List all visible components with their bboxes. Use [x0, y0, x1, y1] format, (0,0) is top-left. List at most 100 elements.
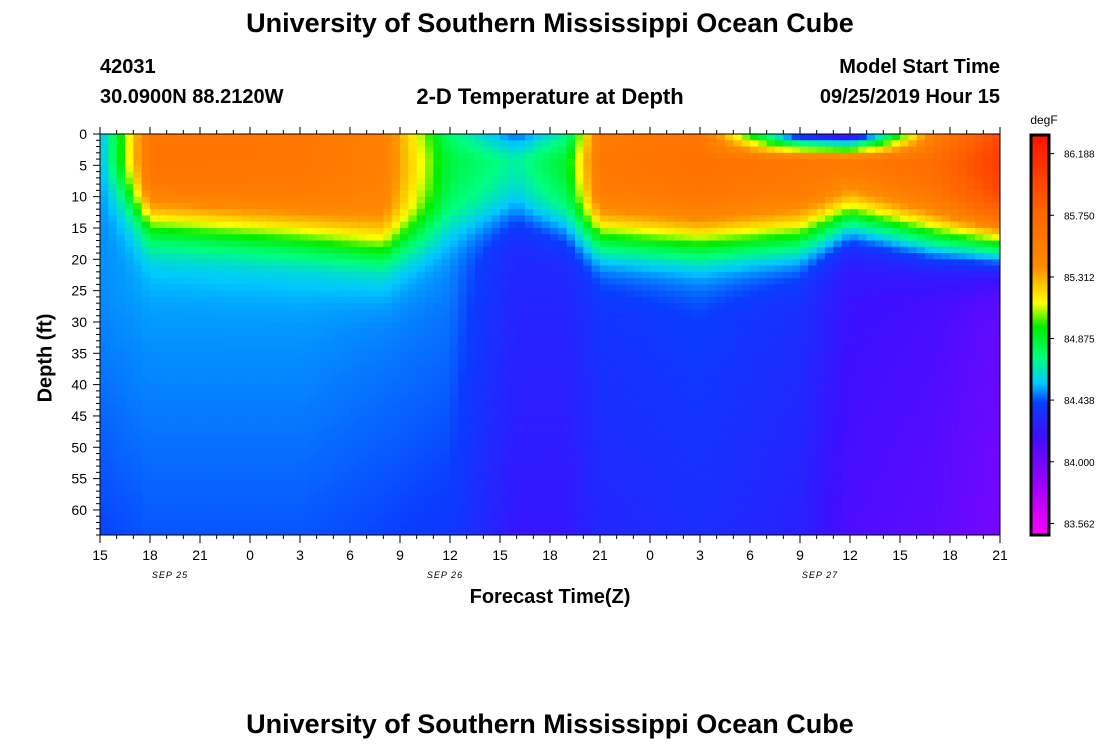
heatmap-cell: [150, 265, 159, 273]
heatmap-cell: [525, 171, 534, 179]
heatmap-cell: [525, 278, 534, 285]
heatmap-cell: [658, 165, 668, 173]
heatmap-cell: [441, 321, 451, 329]
heatmap-cell: [533, 152, 543, 160]
heatmap-cell: [200, 409, 209, 417]
heatmap-cell: [591, 196, 601, 204]
heatmap-cell: [208, 447, 218, 455]
heatmap-cell: [483, 140, 493, 148]
heatmap-cell: [458, 284, 468, 292]
heatmap-cell: [316, 447, 326, 455]
heatmap-cell: [166, 503, 176, 511]
heatmap-cell: [366, 246, 376, 254]
heatmap-cell: [191, 503, 201, 511]
heatmap-cell: [483, 315, 493, 323]
heatmap-cell: [183, 321, 193, 329]
heatmap-cell: [700, 284, 709, 292]
heatmap-cell: [375, 447, 384, 455]
heatmap-cell: [316, 171, 326, 179]
heatmap-cell: [325, 184, 334, 191]
heatmap-cell: [550, 271, 559, 279]
heatmap-cell: [250, 441, 259, 448]
heatmap-cell: [583, 422, 593, 430]
heatmap-cell: [608, 365, 618, 373]
heatmap-cell: [650, 497, 659, 505]
heatmap-cell: [325, 303, 334, 311]
heatmap-cell: [666, 253, 676, 260]
heatmap-cell: [691, 334, 701, 342]
heatmap-cell: [641, 234, 651, 242]
heatmap-cell: [300, 347, 309, 354]
heatmap-cell: [366, 240, 376, 248]
heatmap-cell: [516, 315, 526, 323]
heatmap-cell: [550, 428, 559, 436]
heatmap-cell: [416, 359, 426, 367]
heatmap-cell: [658, 321, 668, 329]
heatmap-cell: [175, 459, 184, 467]
heatmap-cell: [483, 246, 493, 254]
heatmap-cell: [466, 403, 476, 411]
heatmap-cell: [158, 334, 168, 342]
heatmap-cell: [666, 491, 676, 499]
heatmap-cell: [475, 472, 484, 480]
heatmap-cell: [491, 328, 501, 336]
heatmap-cell: [191, 265, 201, 273]
heatmap-cell: [225, 177, 234, 185]
heatmap-cell: [175, 278, 184, 285]
heatmap-cell: [258, 253, 268, 260]
heatmap-cell: [733, 491, 743, 499]
heatmap-cell: [508, 340, 518, 348]
heatmap-cell: [425, 503, 434, 511]
heatmap-cell: [208, 347, 218, 354]
heatmap-cell: [125, 227, 134, 235]
heatmap-cell: [225, 503, 234, 511]
heatmap-cell: [133, 334, 143, 342]
heatmap-cell: [466, 146, 476, 154]
heatmap-cell: [525, 271, 534, 279]
heatmap-cell: [600, 234, 609, 242]
heatmap-cell: [250, 459, 259, 467]
heatmap-cell: [541, 177, 551, 185]
heatmap-cell: [741, 390, 751, 398]
heatmap-cell: [716, 159, 726, 166]
heatmap-cell: [483, 390, 493, 398]
heatmap-cell: [458, 152, 468, 160]
heatmap-cell: [700, 215, 709, 223]
heatmap-cell: [241, 165, 251, 173]
heatmap-cell: [625, 415, 634, 423]
heatmap-cell: [650, 259, 659, 267]
heatmap-cell: [325, 278, 334, 285]
heatmap-cell: [483, 171, 493, 179]
heatmap-cell: [458, 202, 468, 210]
heatmap-cell: [225, 528, 234, 535]
heatmap-cell: [700, 240, 709, 248]
heatmap-cell: [583, 296, 593, 304]
heatmap-cell: [650, 159, 659, 166]
heatmap-cell: [583, 478, 593, 486]
heatmap-cell: [433, 491, 443, 499]
heatmap-cell: [116, 353, 126, 361]
heatmap-cell: [533, 340, 543, 348]
heatmap-cell: [150, 146, 159, 154]
heatmap-cell: [633, 196, 643, 204]
heatmap-cell: [716, 447, 726, 455]
heatmap-cell: [466, 365, 476, 373]
heatmap-cell: [333, 171, 343, 179]
heatmap-cell: [350, 303, 359, 311]
heatmap-cell: [100, 509, 109, 517]
heatmap-cell: [283, 484, 293, 492]
heatmap-cell: [575, 246, 584, 254]
heatmap-cell: [391, 196, 401, 204]
heatmap-cell: [175, 422, 184, 430]
heatmap-cell: [558, 315, 568, 323]
heatmap-cell: [441, 246, 451, 254]
heatmap-cell: [666, 321, 676, 329]
heatmap-cell: [475, 384, 484, 392]
heatmap-cell: [625, 227, 634, 235]
heatmap-cell: [100, 290, 109, 298]
heatmap-cell: [400, 215, 409, 223]
heatmap-cell: [341, 472, 351, 480]
heatmap-cell: [308, 202, 318, 210]
heatmap-cell: [650, 303, 659, 311]
heatmap-cell: [208, 459, 218, 467]
